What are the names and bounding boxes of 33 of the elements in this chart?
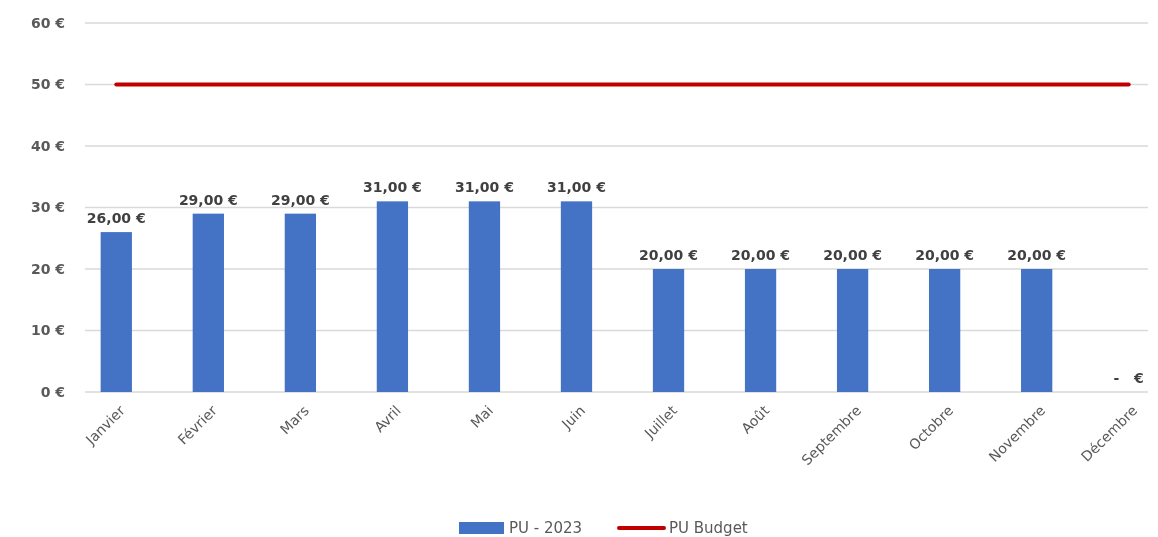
bar [744, 269, 777, 392]
data-label: 26,00 € [86, 210, 146, 227]
data-label: 29,00 € [270, 191, 330, 208]
y-tick-label: 40 € [30, 137, 65, 154]
data-label: 20,00 € [639, 247, 698, 263]
legend-label: PU Budget [669, 519, 748, 537]
y-tick-label: 50 € [30, 76, 65, 93]
bar [652, 269, 685, 392]
bar [1021, 269, 1053, 392]
y-tick-label: 10 € [30, 322, 65, 339]
data-label: 31,00 € [547, 179, 606, 196]
bar [100, 232, 132, 392]
data-label: - € [1113, 370, 1144, 386]
bar [376, 201, 409, 392]
data-label: 29,00 € [178, 191, 238, 208]
data-label: 20,00 € [1007, 247, 1067, 263]
data-label: 31,00 € [454, 179, 514, 196]
bar [560, 201, 593, 392]
y-tick-label: 30 € [30, 199, 65, 216]
data-label: 20,00 € [915, 247, 975, 263]
y-tick-label: 20 € [30, 260, 65, 277]
y-tick-label: 60 € [30, 14, 65, 31]
bar [836, 269, 869, 392]
legend-label: PU - 2023 [509, 519, 583, 537]
data-label: 20,00 € [823, 247, 883, 263]
y-tick-label: 0 € [40, 383, 65, 400]
data-label: 20,00 € [731, 247, 791, 263]
x-tick-label: Mai [467, 402, 497, 431]
bar [468, 201, 501, 392]
bar [192, 213, 224, 392]
data-label: 31,00 € [362, 179, 422, 196]
bar [928, 269, 961, 392]
bar [284, 213, 317, 392]
